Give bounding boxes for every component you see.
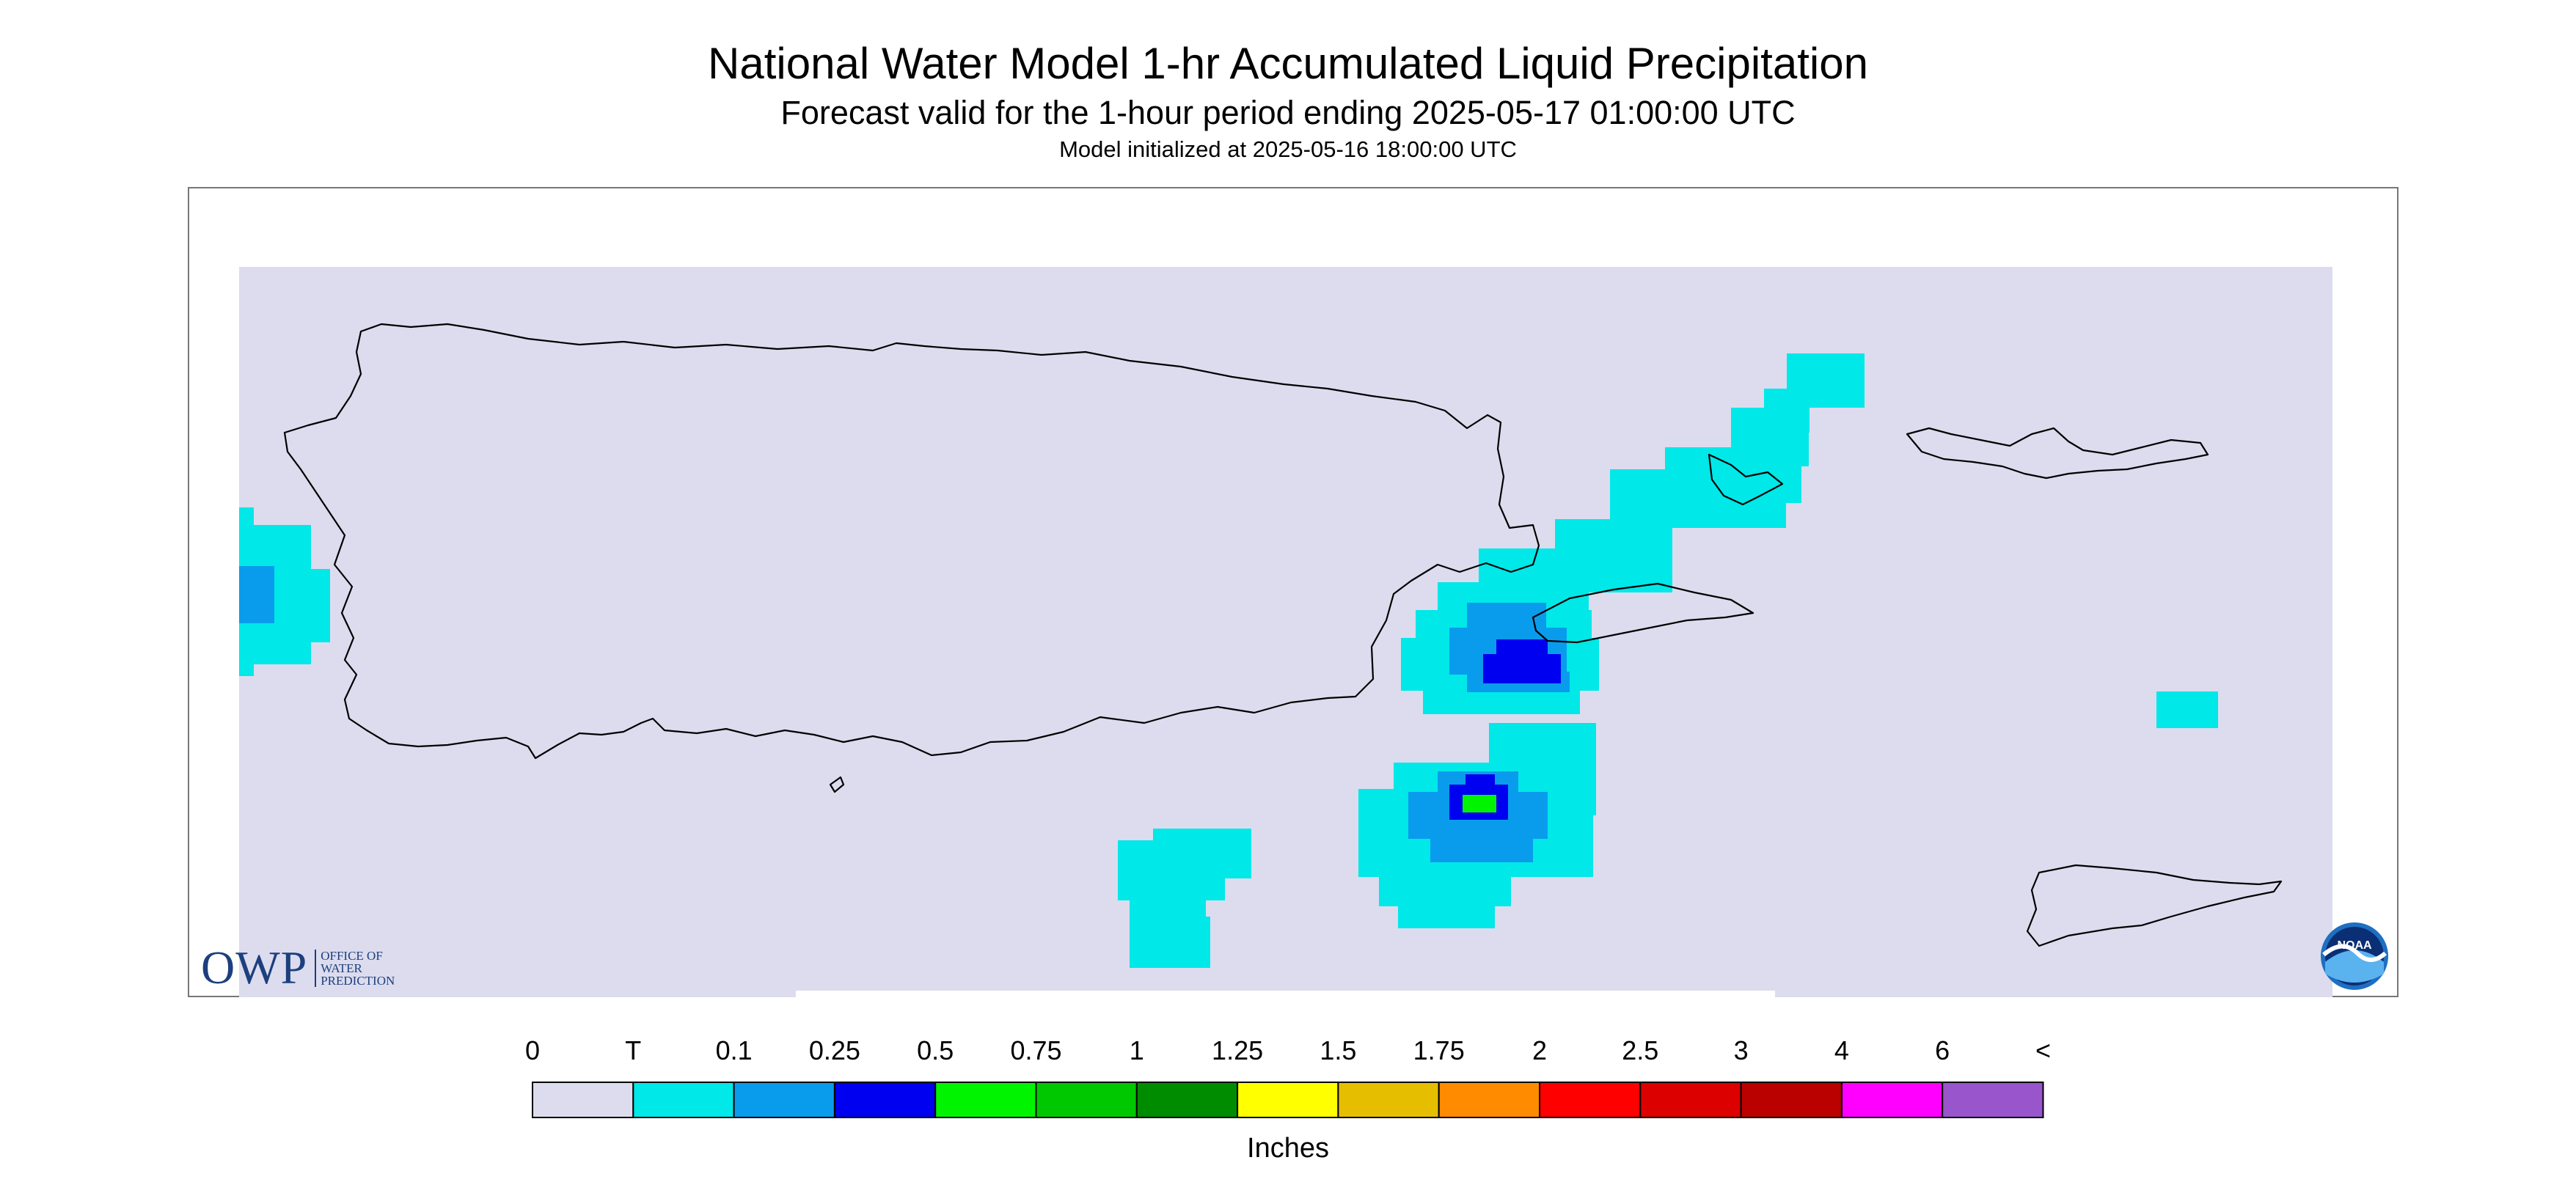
color-bar-tick-label: T [625, 1035, 642, 1065]
color-bar-tick-label: 1.75 [1413, 1035, 1465, 1065]
precip-cell-east [2156, 691, 2218, 728]
color-bar-tick-label: 6 [1935, 1035, 1950, 1065]
precip-cell-west [239, 507, 330, 676]
map-title: National Water Model 1-hr Accumulated Li… [708, 39, 1868, 88]
color-bar-tick-label: 0.5 [917, 1035, 954, 1065]
color-bar-tick-label: 1 [1129, 1035, 1144, 1065]
color-bar-swatch [632, 1082, 735, 1118]
color-bar-swatch [532, 1082, 634, 1118]
color-bar-swatch [1942, 1082, 2044, 1118]
color-bar-swatch [733, 1082, 835, 1118]
color-bar-tick-label: 4 [1834, 1035, 1849, 1065]
precip-cells [239, 353, 2218, 968]
color-bar-tick-label: 1.25 [1212, 1035, 1264, 1065]
owp-line-2: Water [321, 961, 362, 975]
color-bar-swatch [1035, 1082, 1138, 1118]
color-bar-tick-label: < [2035, 1035, 2052, 1065]
domain-gap [796, 991, 1775, 997]
color-bar-swatch [1438, 1082, 1540, 1118]
color-bar-tick-label: 2.5 [1622, 1035, 1659, 1065]
model-init-text: Model initialized at 2025-05-16 18:00:00… [1059, 136, 1517, 162]
color-bar [532, 1082, 2044, 1118]
color-bar-unit: Inches [1247, 1133, 1329, 1164]
color-bar-tick-label: 0.75 [1010, 1035, 1062, 1065]
color-bar-swatch [833, 1082, 937, 1118]
coastline-vieques [1532, 582, 1754, 644]
coastline-desecheo [829, 776, 845, 793]
color-bar-tick-label: 3 [1733, 1035, 1749, 1065]
color-bar-tick-label: 1.5 [1320, 1035, 1357, 1065]
noaa-logo: NOAA [2321, 922, 2388, 990]
precip-cell-central-south [1358, 723, 1596, 928]
owp-logo-text: Office of Water Prediction [315, 948, 395, 988]
map-subtitle: Forecast valid for the 1-hour period end… [780, 94, 1796, 131]
color-bar-tick-label: 0 [524, 1035, 541, 1065]
owp-line-1: Office of [321, 948, 383, 963]
color-bar-tick-label: 0.25 [808, 1035, 860, 1065]
precip-cell-south [1118, 829, 1251, 968]
owp-logo-mark: OWP [201, 941, 308, 994]
color-bar-swatch [1740, 1082, 1843, 1118]
color-bar-swatch [1539, 1082, 1642, 1118]
coastlines [283, 323, 2283, 947]
coastline-culebra [1708, 453, 1784, 506]
color-bar-swatch [1639, 1082, 1742, 1118]
color-bar-swatch [934, 1082, 1037, 1118]
coastline-puerto-rico [283, 323, 1540, 760]
color-bar-swatch [1135, 1082, 1239, 1118]
coastline-st-croix [2026, 864, 2283, 947]
owp-logo: OWP Office of Water Prediction [201, 941, 395, 995]
color-bar-swatch [1237, 1082, 1339, 1118]
color-bar-tick-label: 2 [1532, 1035, 1548, 1065]
data-domain [239, 267, 2332, 997]
color-bar-swatch [1840, 1082, 1944, 1118]
owp-line-3: Prediction [321, 973, 395, 988]
color-bar-tick-label: 0.1 [715, 1035, 753, 1065]
noaa-logo-text: NOAA [2337, 939, 2372, 952]
coastline-st-thomas-st-john [1906, 427, 2209, 480]
color-bar-swatch [1337, 1082, 1440, 1118]
